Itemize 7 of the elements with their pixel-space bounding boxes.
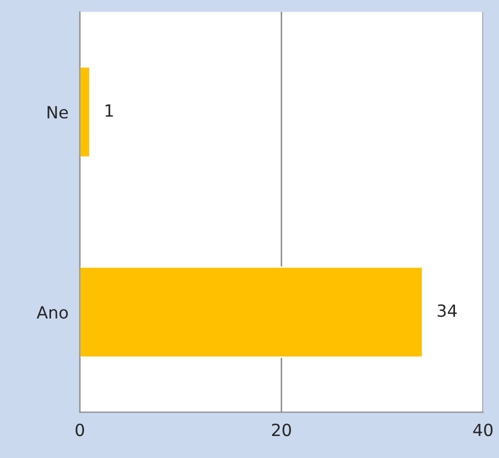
data-label: 34 (438, 304, 457, 317)
data-label: 1 (106, 104, 113, 117)
y-tick-label: Ne (48, 106, 68, 119)
x-tick-label: 0 (76, 424, 84, 436)
x-tick-label: 20 (272, 424, 291, 436)
x-tick-label: 40 (473, 424, 493, 436)
y-tick-label: Ano (36, 306, 68, 319)
